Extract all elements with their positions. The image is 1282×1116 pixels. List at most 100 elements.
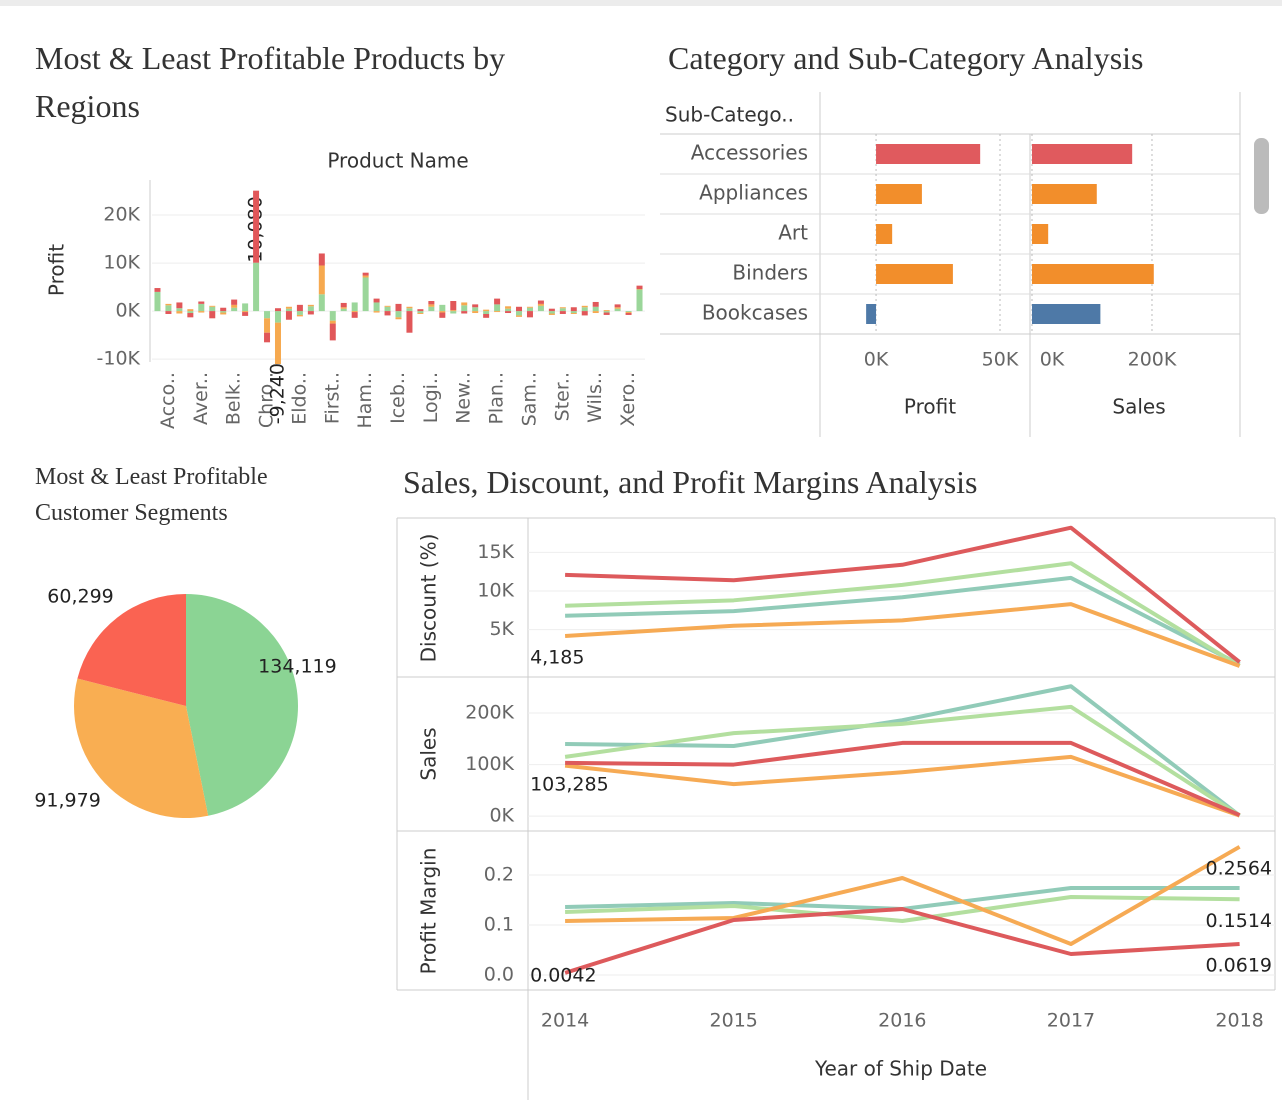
bar-segment (636, 289, 643, 312)
x-tick-label: 2016 (878, 1010, 926, 1032)
data-label: 103,285 (530, 773, 609, 795)
bar-segment (526, 306, 533, 308)
x-tick-label: 2018 (1215, 1010, 1263, 1032)
bar-segment (395, 311, 402, 318)
bar-segment (187, 309, 194, 312)
line-series (565, 895, 1240, 923)
bar-segment (318, 253, 325, 266)
bar-segment (384, 306, 391, 312)
x-tick-label: 200K (1128, 349, 1177, 371)
bar-segment (483, 311, 490, 314)
bar-segment (274, 308, 281, 312)
row-label: Bookcases (702, 301, 808, 325)
bar-segment (581, 305, 588, 308)
bar-segment (318, 294, 325, 312)
x-tick-label: Sam.. (518, 372, 540, 426)
y-tick-label: 20K (103, 204, 140, 226)
x-tick-label: Plan.. (486, 372, 508, 425)
bar-segment (165, 303, 172, 306)
bar (866, 304, 877, 324)
y-tick-label: 200K (465, 702, 514, 724)
bar-segment (329, 311, 336, 321)
y-tick-label: 0K (115, 300, 140, 322)
y-tick-label: -10K (97, 348, 141, 370)
bar-segment (505, 311, 512, 314)
bar-segment (231, 299, 238, 305)
y-tick-label: 0.1 (484, 914, 514, 936)
bar-segment (406, 308, 413, 312)
y-tick-label: 10K (103, 252, 140, 274)
bar-segment (264, 332, 271, 343)
bar-segment (603, 312, 610, 315)
bar-segment (318, 265, 325, 295)
bar-segment (526, 311, 533, 318)
scrollbar[interactable] (1254, 138, 1269, 214)
x-tick-label: 0K (1040, 349, 1065, 371)
bar-segment (285, 306, 292, 309)
bar-segment (384, 311, 391, 316)
bar (876, 144, 981, 164)
bar-segment (165, 311, 172, 314)
bar-segment (340, 308, 347, 312)
bar-segment (559, 311, 566, 314)
row-label: Appliances (699, 181, 808, 205)
bar-segment (559, 307, 566, 309)
bar-segment (472, 311, 479, 314)
data-label: 0.0042 (530, 965, 596, 987)
bar-segment (329, 323, 336, 341)
line-series (565, 561, 1241, 668)
bar-segment (296, 314, 303, 317)
x-tick-label: Ster.. (551, 372, 573, 421)
bar-segment (439, 312, 446, 318)
bar-segment (176, 308, 183, 312)
bar-segment (537, 300, 544, 304)
bar-segment (220, 312, 227, 315)
bar-segment (516, 306, 523, 312)
bar-segment (570, 307, 577, 312)
bar-segment (472, 304, 479, 308)
x-tick-label: Acco.. (157, 372, 179, 429)
bar-segment (406, 311, 413, 333)
bar-segment (220, 311, 227, 313)
x-tick-label: Ham.. (354, 372, 376, 429)
x-tick-label: Aver.. (190, 372, 212, 425)
bar-segment (450, 310, 457, 312)
y-tick-label: 0.0 (484, 964, 514, 986)
bar-segment (395, 303, 402, 312)
bar-segment (625, 312, 632, 314)
bar-segment (242, 312, 249, 316)
x-tick-label: 2017 (1047, 1010, 1095, 1032)
bar-segment (187, 313, 194, 318)
bar-segment (472, 307, 479, 312)
row-label: Accessories (691, 141, 808, 165)
y-tick-label: 5K (489, 618, 514, 640)
bar-segment (351, 312, 358, 318)
data-label: 0.1514 (1206, 910, 1272, 932)
bar-segment (417, 309, 424, 312)
bar-segment (307, 306, 314, 312)
chart-title: Category and Sub-Category Analysis (668, 40, 1144, 76)
bar-segment (231, 304, 238, 308)
data-label: 4,185 (530, 646, 584, 668)
line-series (565, 845, 1241, 946)
bar-segment (176, 311, 183, 314)
bar-segment (592, 311, 599, 314)
y-axis-title: Sales (417, 727, 441, 780)
bar-segment (373, 311, 380, 313)
bar-segment (505, 308, 512, 312)
bar-segment (285, 308, 292, 312)
bar-segment (614, 307, 621, 309)
bar-segment (537, 305, 544, 312)
bar-segment (592, 306, 599, 312)
pie-slice (73, 678, 209, 819)
data-label: 0.2564 (1206, 857, 1272, 879)
bar-segment (559, 308, 566, 312)
bar-segment (428, 304, 435, 307)
line-series (565, 684, 1241, 818)
data-label: 134,119 (258, 655, 337, 677)
line-series (565, 525, 1241, 664)
bar-segment (373, 302, 380, 312)
x-tick-label: 0K (864, 349, 889, 371)
